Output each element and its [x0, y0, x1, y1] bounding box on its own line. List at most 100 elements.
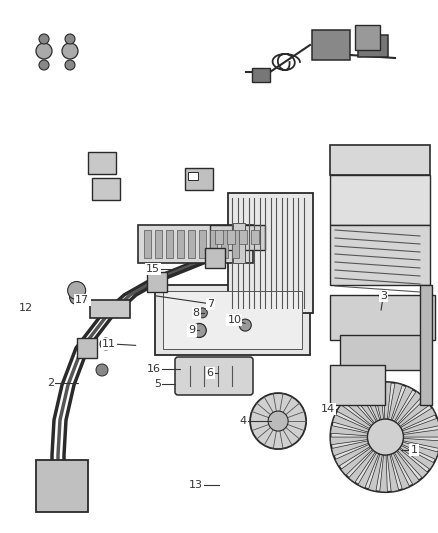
Bar [227, 230, 235, 244]
Polygon shape [352, 390, 376, 423]
Bar [330, 225, 430, 285]
Bar [210, 225, 265, 250]
Text: 16: 16 [147, 364, 161, 374]
Bar [420, 285, 432, 405]
Polygon shape [400, 446, 434, 470]
Bar [358, 35, 388, 57]
Polygon shape [332, 441, 368, 456]
Text: 3: 3 [380, 291, 387, 301]
Bar [155, 285, 310, 355]
Bar [155, 230, 162, 258]
Text: 15: 15 [146, 264, 160, 274]
Bar [188, 172, 198, 180]
Circle shape [100, 338, 112, 350]
Bar [199, 230, 206, 258]
Text: 2: 2 [47, 378, 54, 387]
Text: 12: 12 [18, 303, 32, 313]
Text: 9: 9 [188, 326, 195, 335]
Polygon shape [403, 438, 438, 448]
Circle shape [367, 419, 403, 455]
Bar [205, 248, 225, 268]
Polygon shape [403, 430, 438, 437]
Circle shape [250, 393, 306, 449]
Bar [144, 230, 151, 258]
Bar [166, 230, 173, 258]
Polygon shape [330, 437, 367, 445]
Polygon shape [384, 382, 391, 419]
Bar [163, 291, 302, 349]
Circle shape [39, 60, 49, 70]
Polygon shape [335, 445, 370, 466]
Polygon shape [337, 405, 371, 429]
Circle shape [268, 411, 288, 431]
Bar [210, 230, 217, 258]
Polygon shape [349, 450, 375, 483]
Polygon shape [372, 382, 384, 419]
Bar [232, 230, 239, 258]
Circle shape [198, 308, 207, 318]
Text: 14: 14 [321, 405, 335, 414]
Bar [312, 30, 350, 60]
Bar [239, 230, 247, 244]
Bar [138, 225, 253, 263]
Polygon shape [397, 449, 427, 478]
Circle shape [379, 292, 387, 300]
Circle shape [65, 60, 75, 70]
Bar [92, 178, 120, 200]
Polygon shape [402, 442, 438, 459]
Bar [330, 175, 430, 225]
Text: 1: 1 [410, 446, 417, 455]
Circle shape [39, 34, 49, 44]
Text: 11: 11 [102, 339, 116, 349]
Bar [36, 460, 88, 512]
Bar [330, 365, 385, 405]
Text: 6: 6 [207, 368, 214, 378]
Polygon shape [358, 453, 379, 488]
Polygon shape [361, 385, 380, 421]
Polygon shape [380, 455, 387, 492]
Bar [185, 168, 213, 190]
Circle shape [67, 281, 86, 300]
Bar [215, 230, 223, 244]
Polygon shape [332, 415, 369, 432]
Text: 5: 5 [154, 379, 161, 389]
Bar [88, 152, 116, 174]
Bar [330, 295, 435, 340]
Polygon shape [389, 383, 403, 420]
Bar [251, 230, 259, 244]
Circle shape [62, 43, 78, 59]
Polygon shape [331, 426, 368, 436]
Circle shape [330, 382, 438, 492]
Bar [252, 68, 270, 82]
Bar [221, 230, 228, 258]
Text: 8: 8 [193, 308, 200, 318]
Bar [340, 335, 425, 370]
Text: 7: 7 [207, 299, 214, 309]
Circle shape [96, 364, 108, 376]
Bar [233, 223, 245, 263]
Polygon shape [368, 454, 382, 491]
Text: 10: 10 [227, 315, 241, 325]
Circle shape [192, 324, 206, 337]
Circle shape [239, 319, 251, 331]
Polygon shape [399, 399, 430, 426]
Bar [90, 300, 130, 318]
Bar [77, 338, 97, 358]
Bar [355, 25, 380, 50]
Polygon shape [341, 448, 372, 475]
Polygon shape [343, 396, 374, 425]
Polygon shape [392, 386, 413, 422]
Circle shape [65, 34, 75, 44]
Polygon shape [396, 391, 422, 424]
Circle shape [70, 290, 84, 304]
Polygon shape [403, 418, 438, 433]
FancyBboxPatch shape [175, 357, 253, 395]
Bar [177, 230, 184, 258]
Polygon shape [391, 453, 410, 489]
Circle shape [36, 43, 52, 59]
Text: 13: 13 [189, 480, 203, 490]
Bar [330, 145, 430, 175]
Polygon shape [401, 408, 436, 430]
Bar [147, 272, 167, 292]
Bar [188, 230, 195, 258]
